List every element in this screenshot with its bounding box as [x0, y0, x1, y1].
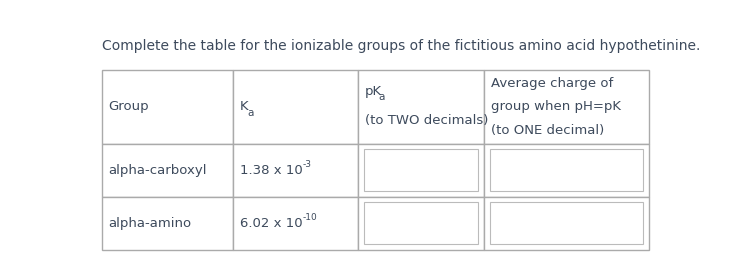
- Bar: [359, 144, 484, 197]
- Bar: [364, 149, 478, 191]
- Text: 6.02 x 10: 6.02 x 10: [239, 217, 302, 230]
- Text: 1.38 x 10: 1.38 x 10: [239, 164, 302, 177]
- Bar: [233, 144, 359, 197]
- Text: alpha-amino: alpha-amino: [108, 217, 192, 230]
- Text: alpha-carboxyl: alpha-carboxyl: [108, 164, 207, 177]
- Bar: [490, 202, 643, 244]
- Bar: [364, 202, 478, 244]
- Bar: [102, 197, 233, 250]
- Text: -10: -10: [302, 213, 317, 222]
- Bar: [490, 149, 643, 191]
- Text: -3: -3: [302, 160, 311, 169]
- Text: Complete the table for the ionizable groups of the fictitious amino acid hypothe: Complete the table for the ionizable gro…: [102, 39, 700, 53]
- Text: Average charge of: Average charge of: [490, 77, 613, 90]
- Text: (to TWO decimals): (to TWO decimals): [365, 113, 488, 127]
- Bar: [233, 197, 359, 250]
- Bar: [359, 197, 484, 250]
- Text: Group: Group: [108, 100, 149, 113]
- Bar: [359, 70, 484, 144]
- Text: pK: pK: [365, 86, 382, 99]
- Text: a: a: [379, 92, 385, 102]
- Text: group when pH=pK: group when pH=pK: [490, 100, 621, 113]
- Text: K: K: [239, 100, 248, 113]
- Bar: [484, 144, 649, 197]
- Bar: [484, 197, 649, 250]
- Bar: [102, 144, 233, 197]
- Bar: [233, 70, 359, 144]
- Text: (to ONE decimal): (to ONE decimal): [490, 124, 604, 137]
- Bar: [102, 70, 233, 144]
- Text: a: a: [247, 108, 253, 118]
- Bar: [484, 70, 649, 144]
